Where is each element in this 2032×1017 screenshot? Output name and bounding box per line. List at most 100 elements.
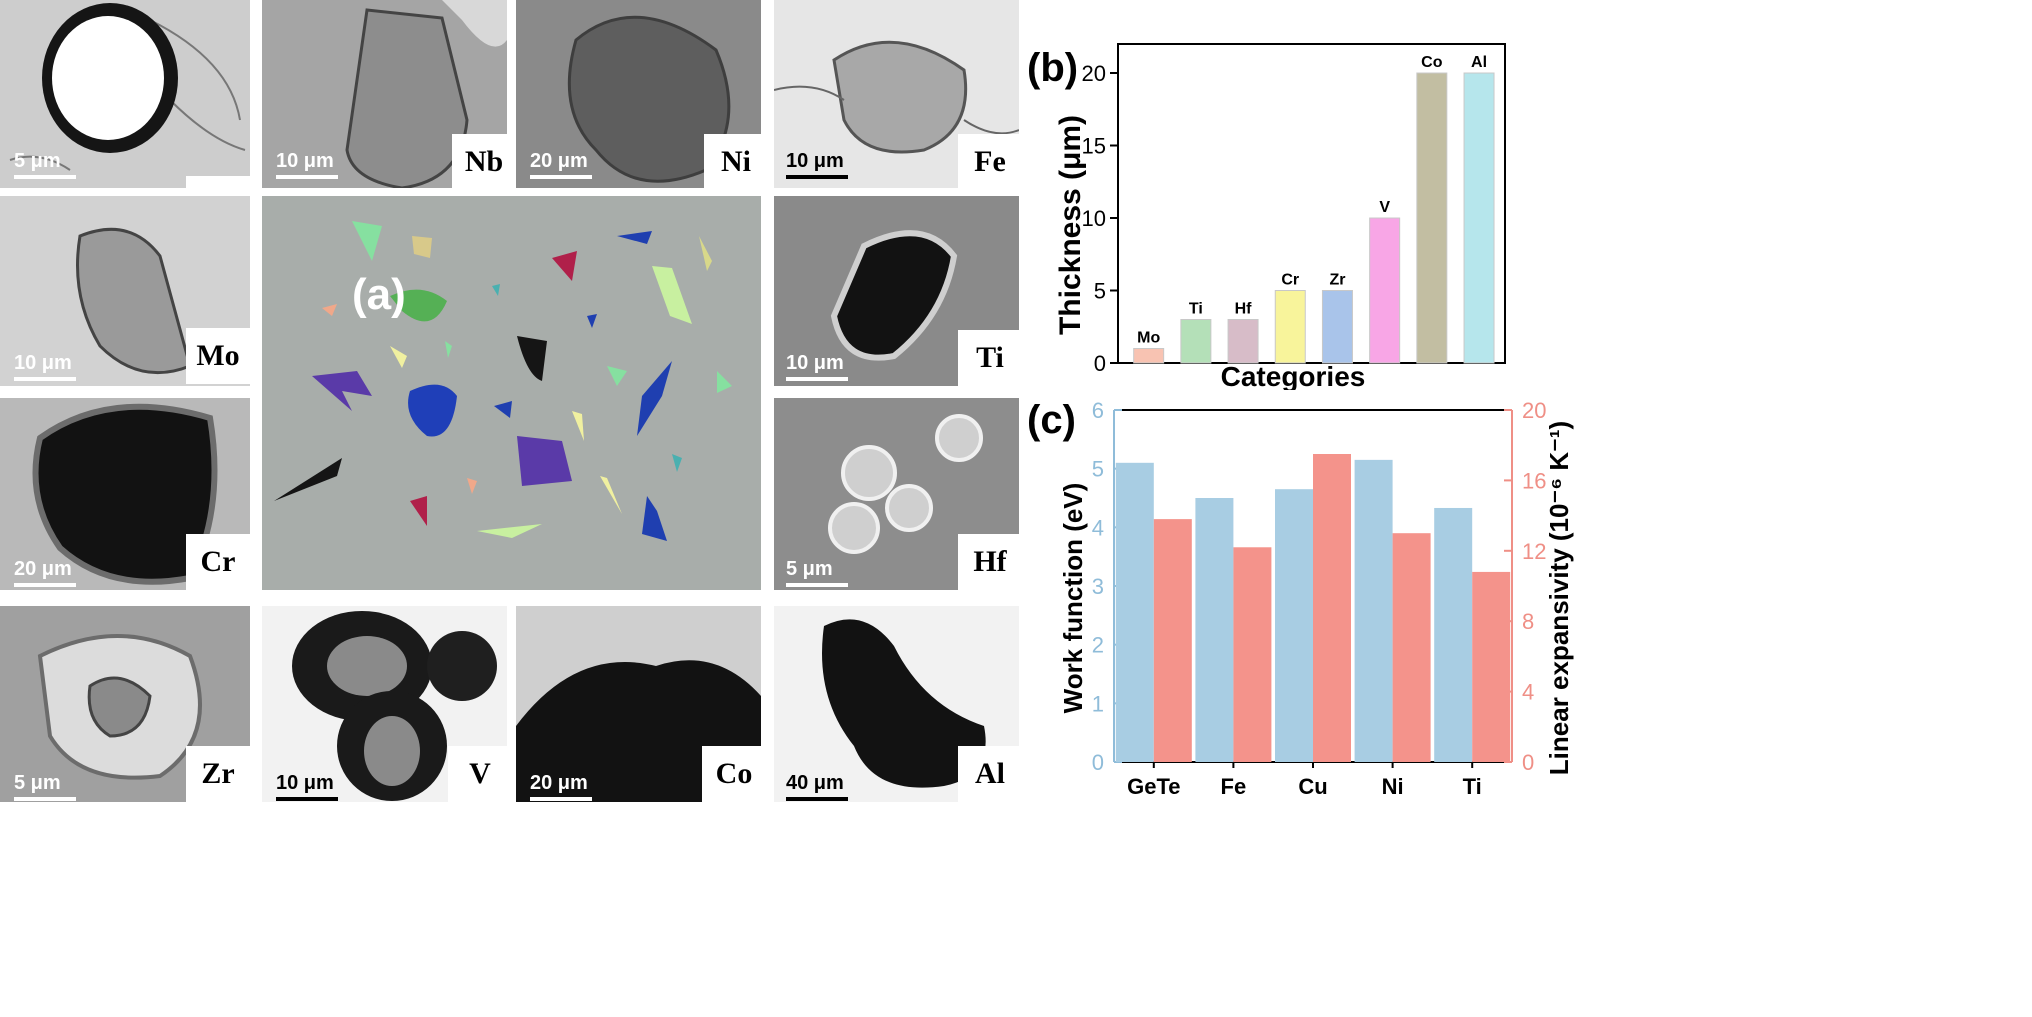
element-label: Hf — [958, 534, 1019, 590]
particle — [467, 478, 477, 494]
bar-label: Hf — [1235, 301, 1253, 318]
particle — [572, 411, 584, 441]
y-tick-label-left: 3 — [1092, 574, 1104, 599]
micrograph-ti-image — [774, 196, 1019, 386]
bar-label: Ti — [1189, 301, 1203, 318]
micrograph-zr-image — [0, 606, 250, 802]
y-axis-label: Thickness (μm) — [1054, 115, 1087, 335]
micrograph-ni: Ni — [516, 0, 761, 188]
x-tick-label: Ti — [1463, 774, 1482, 799]
bar-cr — [1274, 290, 1306, 364]
element-label: Cr — [186, 534, 250, 590]
scale-label: 40 μm — [786, 772, 844, 794]
y-tick-label-left: 6 — [1092, 398, 1104, 423]
scale-label: 10 μm — [786, 150, 844, 172]
scale-bar-al: 40 μm — [786, 772, 848, 801]
bar-label: Co — [1421, 54, 1443, 71]
bar-expansivity-ti — [1472, 571, 1511, 762]
particle — [408, 384, 457, 437]
y-tick-label: 20 — [1082, 61, 1106, 86]
scale-bar-ni: 20 μm — [530, 150, 592, 179]
x-axis-label: Categories — [1221, 361, 1366, 390]
micrograph-cr: Cr — [0, 398, 250, 590]
scale-label: 10 μm — [276, 772, 334, 794]
bar-work-function-fe — [1195, 498, 1234, 762]
y-axis-label-right: Linear expansivity (10⁻⁶ K⁻¹) — [1544, 421, 1574, 775]
bar-mo — [1133, 348, 1165, 364]
y-tick-label-left: 1 — [1092, 691, 1104, 716]
bar-expansivity-ni — [1392, 533, 1431, 762]
y-tick-label-left: 5 — [1092, 457, 1104, 482]
particle — [494, 401, 512, 418]
scale-label: 20 μm — [530, 772, 588, 794]
particle — [637, 361, 672, 436]
panel-c-label: (c) — [1027, 398, 1076, 442]
micrograph-zr: Zr — [0, 606, 250, 802]
bar-expansivity-cu — [1313, 454, 1351, 762]
y-tick-label-right: 12 — [1522, 539, 1546, 564]
x-tick-label: Fe — [1221, 774, 1247, 799]
y-axis-label-left: Work function (eV) — [1058, 483, 1088, 714]
bar-label: V — [1379, 199, 1390, 216]
micrograph-nb: Nb — [262, 0, 507, 188]
scale-bar-nb: 10 μm — [276, 150, 338, 179]
y-tick-label: 10 — [1082, 206, 1106, 231]
scale-bar-v: 10 μm — [276, 772, 338, 801]
particle — [717, 371, 732, 393]
micrograph-ta-image — [0, 0, 250, 188]
micrograph-fe-image — [774, 0, 1019, 188]
bar-label: Cr — [1281, 272, 1299, 289]
particle — [477, 524, 542, 538]
scale-label: 10 μm — [276, 150, 334, 172]
x-tick-label: Ni — [1382, 774, 1404, 799]
micrograph-fe: Fe — [774, 0, 1019, 188]
y-tick-label-right: 4 — [1522, 680, 1534, 705]
y-tick-label-right: 16 — [1522, 468, 1546, 493]
panel-a-label: (a) — [352, 270, 406, 319]
bar-expansivity-gete — [1153, 519, 1192, 762]
particle — [274, 458, 342, 501]
element-label: Ti — [958, 330, 1019, 386]
micrograph-v: V — [262, 606, 507, 802]
scale-bar-cr: 20 μm — [14, 558, 76, 587]
bar-co — [1416, 72, 1448, 364]
particle — [410, 496, 427, 526]
y-tick-label-right: 8 — [1522, 609, 1534, 634]
bar-expansivity-fe — [1233, 547, 1272, 762]
x-tick-label: GeTe — [1127, 774, 1180, 799]
scale-label: 10 μm — [786, 352, 844, 374]
micrograph-co: Co — [516, 606, 761, 802]
bar-work-function-gete — [1115, 462, 1154, 762]
y-tick-label-left: 2 — [1092, 633, 1104, 658]
particle — [517, 336, 547, 381]
panel-a-schematic — [262, 196, 761, 590]
bar-zr — [1321, 290, 1353, 364]
scale-label: 10 μm — [14, 352, 72, 374]
particle — [322, 304, 337, 316]
y-tick-label: 15 — [1082, 134, 1106, 159]
element-label: Nb — [452, 134, 507, 188]
bar-label: Al — [1471, 54, 1487, 71]
scale-label: 20 μm — [530, 150, 588, 172]
scale-bar-ti: 10 μm — [786, 352, 848, 381]
element-label: Co — [702, 746, 761, 802]
bar-work-function-ti — [1434, 507, 1473, 762]
micrograph-hf: Hf — [774, 398, 1019, 590]
scale-label: 5 μm — [14, 772, 61, 794]
y-tick-label-left: 0 — [1092, 750, 1104, 775]
particle — [352, 221, 382, 261]
particle — [445, 341, 452, 358]
bar-ti — [1180, 319, 1212, 364]
particle — [390, 346, 407, 368]
element-label: Fe — [958, 134, 1019, 188]
particle — [652, 266, 692, 324]
bar-al — [1463, 72, 1495, 364]
bar-v — [1369, 217, 1401, 364]
scale-bar-zr: 5 μm — [14, 772, 76, 801]
particle — [672, 454, 682, 472]
element-label: Al — [958, 746, 1019, 802]
y-tick-label: 0 — [1094, 351, 1106, 376]
micrograph-co-image — [516, 606, 761, 802]
particle — [587, 314, 597, 328]
chart-c: Work function (eV) Linear expansivity (1… — [1058, 398, 1574, 799]
